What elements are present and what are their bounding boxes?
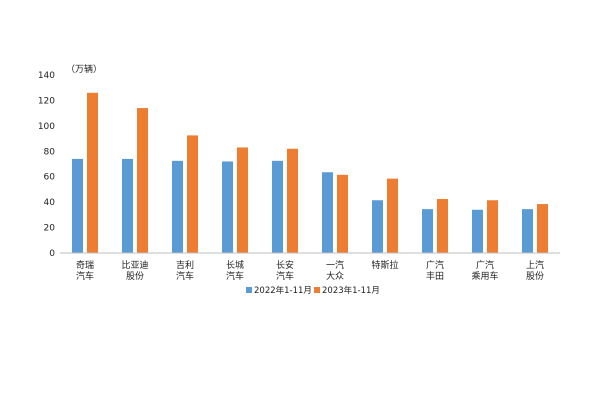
bar-2022 — [272, 160, 283, 253]
legend-swatch — [246, 287, 252, 293]
bar-2022 — [472, 209, 483, 253]
y-tick-label: 100 — [38, 122, 55, 132]
bar-2022 — [122, 158, 133, 253]
bar-2022 — [172, 160, 183, 253]
bar-2023 — [537, 204, 548, 253]
bar-2023 — [187, 135, 198, 253]
legend-swatch — [314, 287, 320, 293]
x-category-label: 特斯拉 — [371, 259, 398, 271]
unit-label: （万辆） — [66, 63, 102, 75]
x-category-label: 大众 — [326, 270, 344, 282]
y-tick-label: 40 — [44, 198, 56, 208]
bar-2022 — [222, 161, 233, 253]
bar-2023 — [387, 178, 398, 253]
bar-2023 — [237, 147, 248, 253]
x-category-label: 吉利 — [176, 259, 194, 271]
y-tick-label: 120 — [38, 96, 55, 106]
x-category-label: 一汽 — [326, 259, 344, 271]
bar-2022 — [422, 209, 433, 253]
bar-2022 — [372, 200, 383, 253]
bar-2023 — [87, 92, 98, 253]
bars — [72, 92, 548, 253]
x-category-label: 汽车 — [226, 270, 244, 282]
x-category-label: 长安 — [276, 259, 294, 271]
x-category-label: 广汽 — [476, 259, 494, 271]
y-axis: 0 20 40 60 80 100 120 140 — [38, 71, 55, 259]
x-category-label: 股份 — [526, 270, 544, 282]
y-tick-label: 20 — [44, 224, 56, 234]
legend-label: 2023年1-11月 — [322, 285, 380, 296]
y-tick-label: 140 — [38, 71, 55, 81]
bar-2023 — [137, 108, 148, 253]
x-category-label: 奇瑞 — [76, 259, 94, 271]
x-category-label: 广汽 — [426, 259, 444, 271]
x-category-label: 汽车 — [76, 270, 94, 282]
legend-label: 2022年1-11月 — [254, 285, 312, 296]
legend: 2022年1-11月 2023年1-11月 — [246, 285, 380, 296]
x-category-label: 股份 — [126, 270, 144, 282]
y-tick-label: 0 — [49, 249, 55, 259]
x-category-label: 上汽 — [526, 259, 544, 271]
x-category-label: 汽车 — [176, 270, 194, 282]
x-category-label: 汽车 — [276, 270, 294, 282]
bar-2022 — [72, 158, 83, 253]
y-tick-label: 80 — [44, 147, 56, 157]
bar-2023 — [437, 198, 448, 253]
bar-2022 — [522, 209, 533, 253]
bar-2022 — [322, 172, 333, 253]
x-category-label: 长城 — [226, 259, 244, 271]
x-category-label: 丰田 — [426, 270, 444, 282]
bar-2023 — [287, 148, 298, 253]
bar-2023 — [487, 200, 498, 253]
y-tick-label: 60 — [44, 173, 56, 183]
x-category-label: 比亚迪 — [121, 259, 148, 271]
x-category-label: 乘用车 — [471, 270, 498, 282]
bar-2023 — [337, 174, 348, 253]
